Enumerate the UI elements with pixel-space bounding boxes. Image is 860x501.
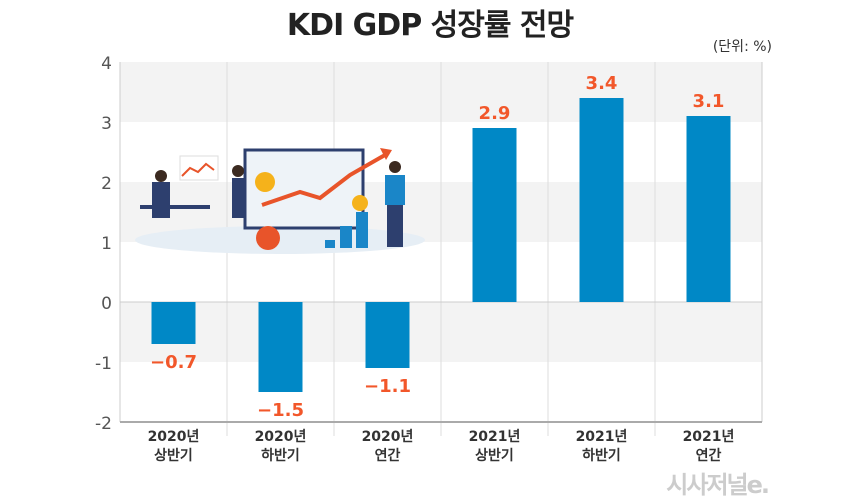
desk-icon bbox=[140, 205, 210, 209]
x-tick-label: 하반기 bbox=[261, 447, 300, 464]
y-tick-label: 4 bbox=[101, 54, 112, 74]
x-tick-label: 연간 bbox=[696, 447, 722, 464]
person-sitting-icon bbox=[152, 182, 170, 218]
x-tick-label: 2020년 bbox=[255, 429, 307, 445]
mini-bar-icon bbox=[340, 226, 352, 248]
person-head-icon bbox=[232, 165, 244, 177]
y-tick-label: 1 bbox=[101, 234, 112, 254]
bar bbox=[151, 302, 196, 344]
x-tick-label: 하반기 bbox=[582, 447, 621, 464]
mini-line-icon bbox=[181, 162, 215, 177]
x-tick-label: 2021년 bbox=[576, 429, 628, 445]
bar bbox=[365, 302, 410, 368]
x-tick-label: 2020년 bbox=[148, 429, 200, 445]
growth-arrow-icon bbox=[261, 153, 386, 207]
y-tick-label: 3 bbox=[101, 114, 112, 134]
x-tick-label: 2020년 bbox=[362, 429, 414, 445]
bar-value-label: −0.7 bbox=[150, 352, 197, 373]
person-head-icon bbox=[389, 161, 401, 173]
x-tick-label: 상반기 bbox=[154, 447, 193, 464]
y-tick-label: 2 bbox=[101, 174, 112, 194]
x-tick-label: 연간 bbox=[375, 447, 401, 464]
bar-value-label: 2.9 bbox=[479, 103, 511, 124]
arrow-head-icon bbox=[380, 148, 392, 160]
pie-chart-icon bbox=[255, 172, 275, 192]
illustration-floor bbox=[135, 226, 425, 254]
person-standing-icon bbox=[232, 178, 244, 218]
unit-label: (단위: %) bbox=[712, 39, 772, 55]
publisher-logo: 시사저널e. bbox=[666, 471, 770, 499]
coin-icon bbox=[352, 195, 368, 211]
bar bbox=[579, 98, 624, 302]
y-tick-label: -2 bbox=[95, 414, 112, 434]
person-legs-icon bbox=[387, 205, 403, 247]
bar-value-label: 3.1 bbox=[693, 91, 725, 112]
y-tick-label: -1 bbox=[95, 354, 112, 374]
x-tick-label: 2021년 bbox=[469, 429, 521, 445]
bar-value-label: −1.5 bbox=[257, 400, 304, 421]
bar-value-label: −1.1 bbox=[364, 376, 411, 397]
mini-bar-icon bbox=[356, 212, 368, 248]
bar bbox=[686, 116, 731, 302]
bar bbox=[472, 128, 517, 302]
x-tick-label: 상반기 bbox=[475, 447, 514, 464]
business-growth-illustration bbox=[135, 148, 425, 254]
bar bbox=[258, 302, 303, 392]
y-tick-label: 0 bbox=[101, 294, 112, 314]
person-pointing-icon bbox=[385, 175, 405, 205]
money-bag-icon bbox=[256, 226, 280, 250]
mini-bar-icon bbox=[325, 240, 335, 248]
bar-value-label: 3.4 bbox=[586, 73, 618, 94]
x-tick-label: 2021년 bbox=[683, 429, 735, 445]
chart-title: KDI GDP 성장률 전망 bbox=[286, 8, 574, 43]
person-head-icon bbox=[155, 170, 167, 182]
